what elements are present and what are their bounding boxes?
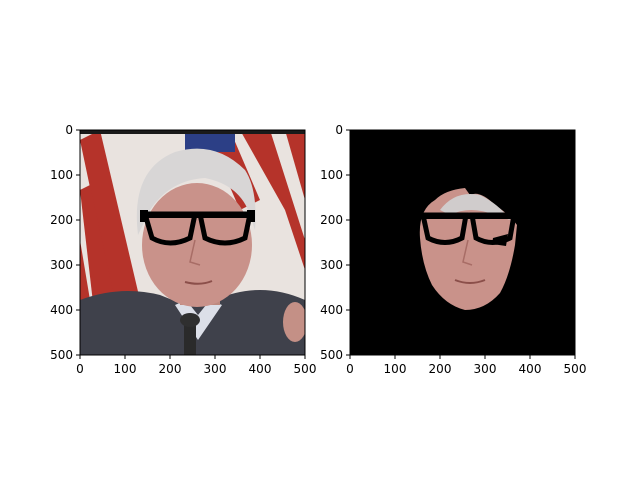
glasses-overlay [140, 210, 255, 246]
right-xtick-label: 0 [346, 362, 354, 376]
right-xtick-label: 100 [384, 362, 407, 376]
right-image-panel [350, 130, 575, 355]
top-dark-bar [80, 130, 305, 134]
right-xtick-label: 300 [474, 362, 497, 376]
left-xtick-label: 400 [249, 362, 272, 376]
left-image-panel [80, 130, 305, 355]
left-ytick-label: 100 [50, 168, 73, 182]
right-ytick-label: 400 [320, 303, 343, 317]
left-ytick-label: 500 [50, 348, 73, 362]
left-xtick-label: 0 [76, 362, 84, 376]
right-ytick-label: 500 [320, 348, 343, 362]
right-ytick-label: 0 [335, 123, 343, 137]
right-axes-frame [349, 129, 576, 356]
right-ytick-label: 200 [320, 213, 343, 227]
face [142, 183, 252, 307]
hair [136, 148, 256, 235]
left-xtick-label: 100 [114, 362, 137, 376]
left-ytick-label: 300 [50, 258, 73, 272]
microphone [184, 322, 196, 355]
right-xtick-label: 500 [564, 362, 587, 376]
right-ytick-label: 300 [320, 258, 343, 272]
left-xtick-label: 200 [159, 362, 182, 376]
right-xtick-label: 200 [429, 362, 452, 376]
left-ytick-label: 0 [65, 123, 73, 137]
left-xtick-label: 500 [294, 362, 317, 376]
left-ytick-label: 200 [50, 213, 73, 227]
hand [283, 302, 305, 342]
right-ytick-label: 100 [320, 168, 343, 182]
left-xtick-label: 300 [204, 362, 227, 376]
left-ytick-label: 400 [50, 303, 73, 317]
left-axes-frame [79, 129, 306, 356]
right-xtick-label: 400 [519, 362, 542, 376]
flag-canton [185, 130, 235, 152]
